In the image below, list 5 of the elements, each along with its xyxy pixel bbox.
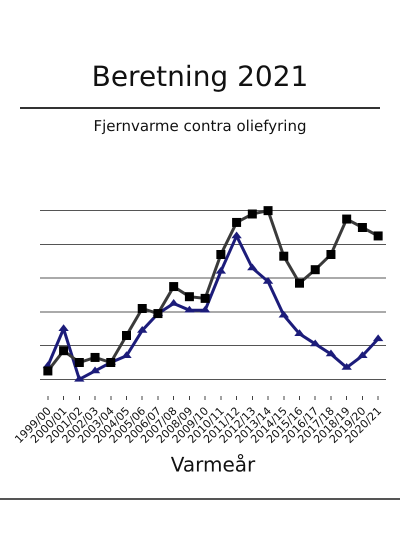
point: [310, 339, 320, 346]
point: [137, 326, 148, 333]
chart-title: Beretning 2021: [90, 60, 310, 93]
chart-subtitle: Fjernvarme contra oliefyring: [20, 107, 380, 135]
x-axis-title: Varmeår: [170, 452, 256, 477]
